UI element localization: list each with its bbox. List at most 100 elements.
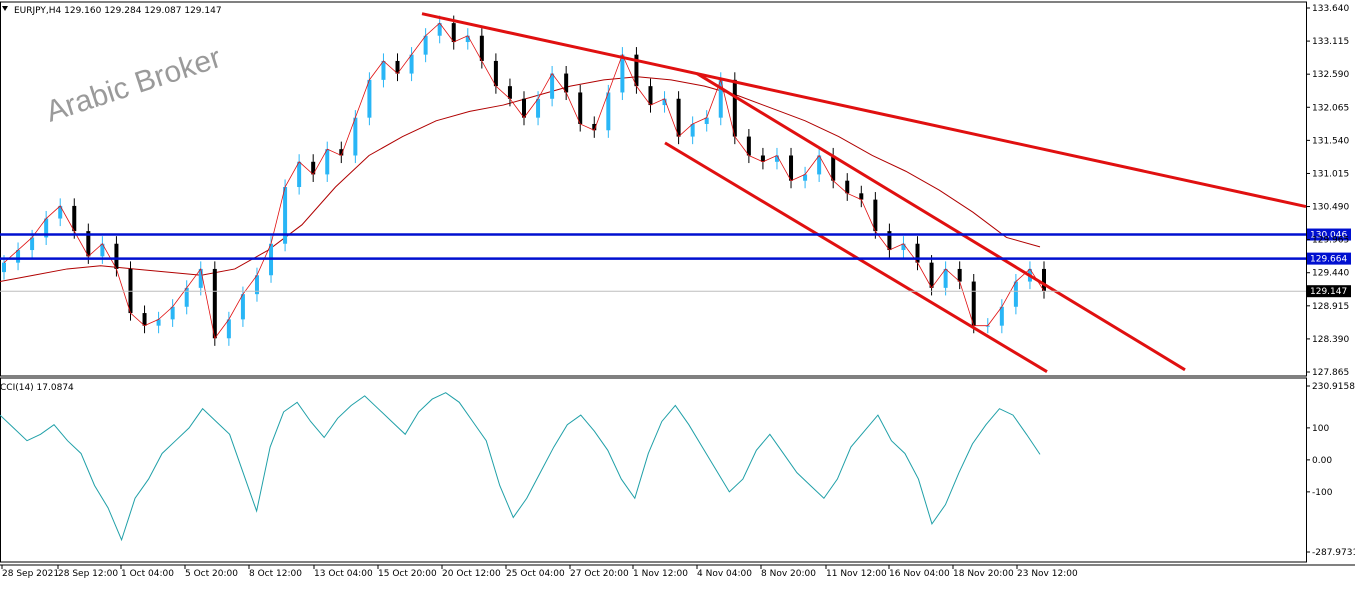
bear-candle (339, 149, 344, 156)
price-tick-label: 132.065 (1312, 103, 1349, 113)
bull-candle (325, 149, 330, 175)
bull-candle (297, 161, 302, 188)
time-tick-label: 8 Nov 20:00 (761, 569, 816, 579)
bear-candle (634, 54, 639, 87)
cci-tick-label: 0.00 (1312, 456, 1332, 466)
bear-candle (873, 199, 878, 232)
bear-candle (929, 262, 934, 288)
bear-candle (732, 79, 737, 137)
bull-candle (30, 237, 35, 251)
bull-candle (437, 23, 442, 36)
bear-candle (915, 243, 920, 263)
time-tick-label: 18 Nov 20:00 (953, 569, 1014, 579)
bear-candle (648, 86, 653, 106)
bear-candle (1042, 268, 1046, 292)
bull-candle (283, 187, 288, 244)
price-tick-label: 131.540 (1312, 136, 1349, 146)
bull-candle (817, 155, 822, 175)
bull-candle (536, 98, 541, 118)
bull-candle (184, 287, 189, 307)
bear-candle (971, 281, 976, 326)
bull-candle (550, 73, 555, 99)
bear-candle (212, 268, 217, 339)
bull-candle (198, 268, 203, 288)
main-panel-border (0, 1, 1307, 377)
bull-candle (943, 268, 948, 288)
bear-candle (451, 23, 456, 43)
bear-candle (676, 98, 681, 137)
bear-candle (479, 35, 484, 61)
triangle-down-icon[interactable] (2, 6, 8, 11)
bull-candle (620, 54, 625, 93)
bull-candle (226, 319, 231, 339)
bear-candle (957, 268, 962, 282)
bear-candle (114, 243, 119, 269)
bull-candle (2, 262, 6, 273)
cci-tick-label: -287.9731 (1312, 548, 1355, 558)
bull-candle (465, 35, 470, 43)
level-price-label: 130.046 (1310, 231, 1347, 241)
time-tick-label: 5 Oct 20:00 (185, 569, 238, 579)
current-price-label: 129.147 (1310, 287, 1347, 297)
bull-candle (718, 79, 723, 118)
bull-candle (704, 117, 709, 124)
time-tick-label: 20 Oct 12:00 (442, 569, 501, 579)
price-tick-label: 133.640 (1312, 4, 1349, 14)
trendline-upper (421, 12, 1307, 209)
bear-candle (592, 123, 597, 131)
trendline-channel-bottom (664, 141, 1048, 373)
bull-candle (254, 275, 259, 295)
bear-candle (845, 180, 850, 194)
bull-candle (240, 294, 245, 320)
bull-candle (58, 205, 63, 219)
bull-candle (1013, 281, 1018, 307)
time-tick-label: 13 Oct 04:00 (314, 569, 373, 579)
time-tick-label: 23 Nov 12:00 (1017, 569, 1078, 579)
bull-candle (999, 306, 1004, 326)
bear-candle (887, 231, 892, 251)
price-tick-label: 130.490 (1312, 203, 1349, 213)
bear-candle (311, 161, 316, 175)
bear-candle (746, 136, 751, 156)
current-price-box (1307, 285, 1351, 298)
time-tick-label: 4 Nov 04:00 (697, 569, 752, 579)
bull-candle (170, 306, 175, 320)
bull-candle (381, 60, 386, 80)
bull-candle (353, 117, 358, 156)
cci-tick-label: 100 (1312, 424, 1329, 434)
cci-tick-label: -100 (1312, 488, 1333, 498)
price-tick-label: 131.015 (1312, 169, 1349, 179)
time-tick-label: 28 Sep 2021 (2, 569, 59, 579)
time-tick-label: 27 Oct 20:00 (570, 569, 629, 579)
time-tick-label: 25 Oct 04:00 (506, 569, 565, 579)
symbol-info: EURJPY,H4 129.160 129.284 129.087 129.14… (14, 6, 222, 16)
watermark: Arabic Broker (42, 41, 225, 129)
bear-candle (142, 313, 147, 326)
bull-candle (690, 123, 695, 137)
bull-candle (662, 98, 667, 106)
bear-candle (493, 60, 498, 87)
bear-candle (831, 155, 836, 181)
level-price-box (1307, 252, 1351, 265)
trendline-channel-top (696, 72, 1186, 372)
price-tick-label: 129.440 (1312, 269, 1349, 279)
bull-candle (367, 79, 372, 118)
bear-candle (507, 86, 512, 99)
time-tick-label: 1 Oct 04:00 (121, 569, 174, 579)
bear-candle (789, 155, 794, 181)
bull-candle (100, 243, 105, 257)
bear-candle (760, 155, 765, 162)
level-price-label: 129.664 (1310, 255, 1347, 265)
bear-candle (72, 205, 77, 232)
cci-tick-label: 230.9158 (1312, 382, 1355, 392)
cci-panel-border (0, 377, 1307, 563)
bull-candle (606, 92, 611, 131)
bull-candle (774, 155, 779, 162)
bull-candle (44, 218, 49, 238)
cci-label: CCI(14) 17.0874 (0, 383, 74, 393)
bull-candle (156, 319, 161, 326)
cci-line (0, 392, 1041, 542)
bull-candle (901, 243, 906, 251)
